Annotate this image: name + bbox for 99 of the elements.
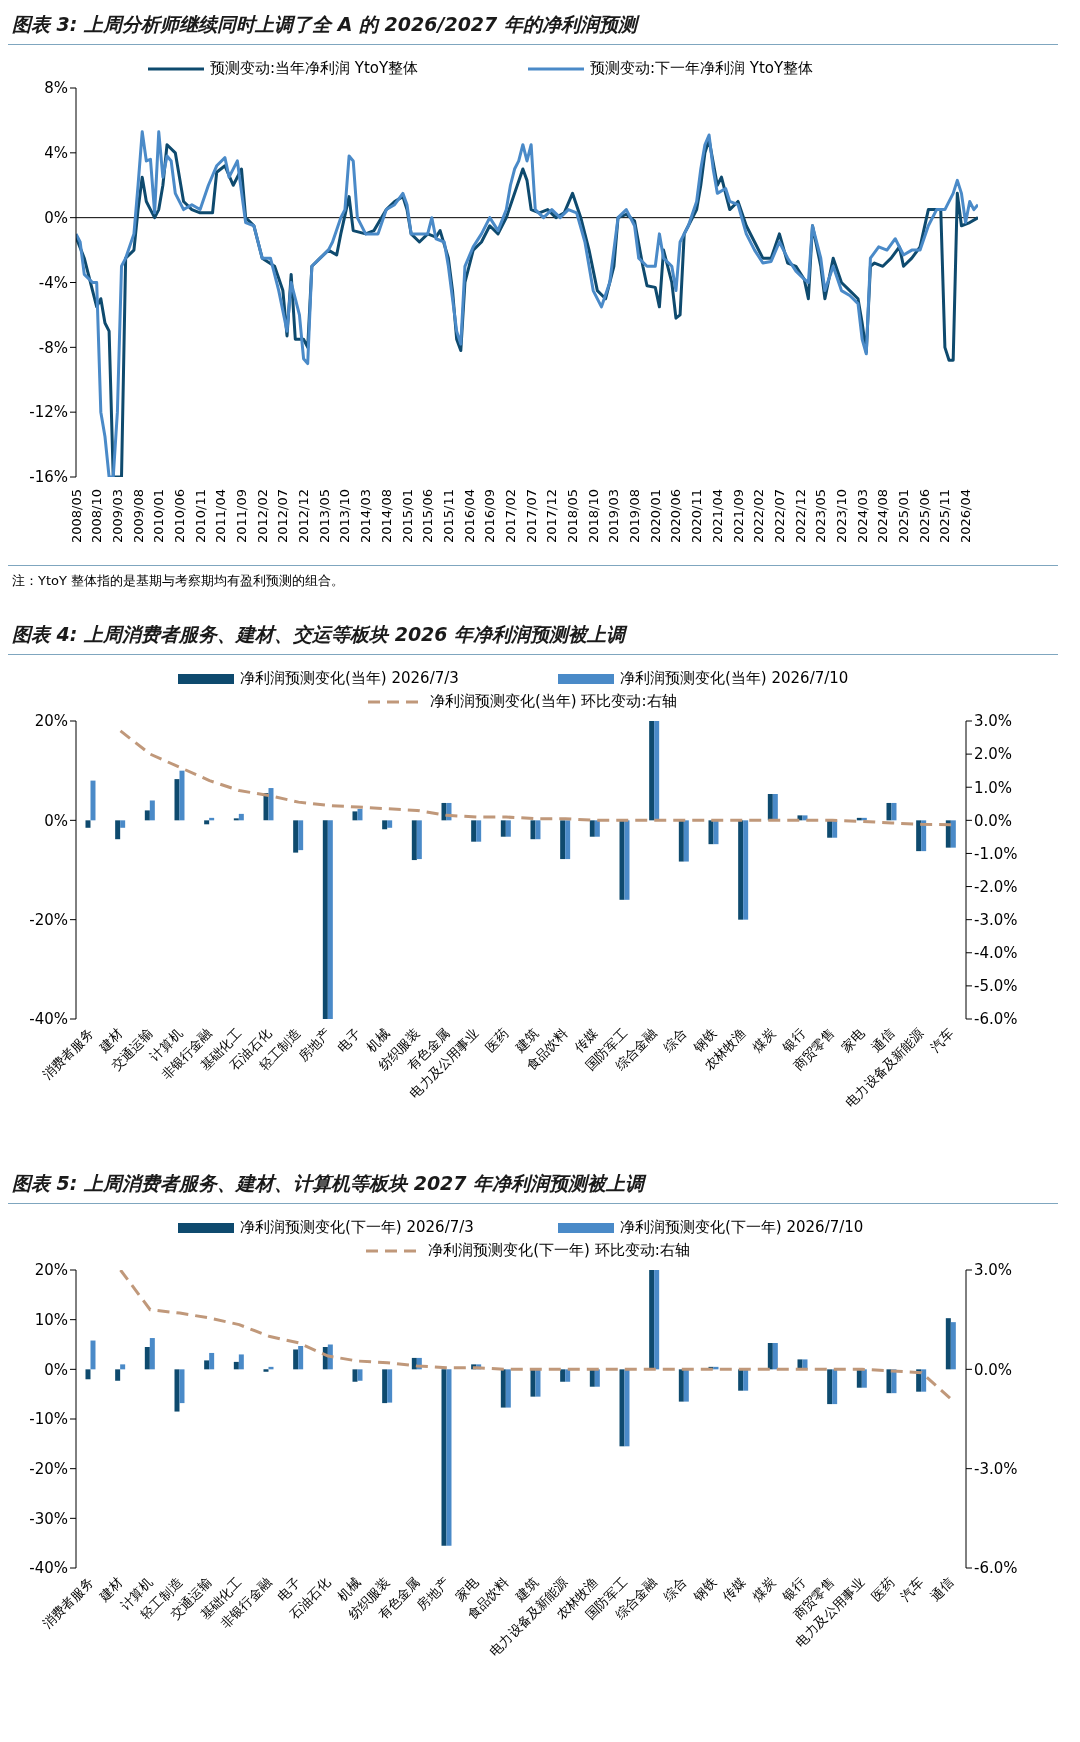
y-tick-label: -8% <box>38 338 68 357</box>
x-tick-label: 2013/10 <box>337 489 353 544</box>
x-tick-label: 2023/05 <box>813 489 829 544</box>
x-tick-label: 2025/01 <box>896 489 912 544</box>
y-tick-label: -12% <box>29 403 68 422</box>
x-tick-label: 汽车 <box>927 1025 957 1055</box>
x-tick-label: 2024/03 <box>854 489 870 544</box>
y2-tick-label: 1.0% <box>974 778 1013 797</box>
x-tick-label: 2015/11 <box>440 489 456 544</box>
x-tick-label: 2015/06 <box>420 489 436 544</box>
y2-tick-label: -1.0% <box>974 844 1018 863</box>
chart-title: 图表 3: 上周分析师继续同时上调了全 A 的 2026/2027 年的净利润预测 <box>8 8 1058 45</box>
y-tick-label: -10% <box>29 1410 68 1429</box>
x-tick-label: 2023/10 <box>833 489 849 544</box>
y-tick-label: -20% <box>29 910 68 929</box>
x-tick-label: 传媒 <box>719 1574 749 1604</box>
x-tick-label: 2015/01 <box>399 489 415 544</box>
y-tick-label: 10% <box>34 1310 68 1329</box>
x-tick-label: 2020/06 <box>668 489 684 544</box>
y-tick-label: 8% <box>44 79 68 98</box>
x-tick-label: 2016/09 <box>482 489 498 544</box>
x-tick-label: 2017/07 <box>523 489 539 544</box>
y2-tick-label: 0.0% <box>974 1360 1013 1379</box>
y2-tick-label: -6.0% <box>974 1010 1018 1029</box>
x-tick-label: 2025/06 <box>916 489 932 544</box>
x-tick-label: 2021/04 <box>709 489 725 544</box>
y-tick-label: -16% <box>29 468 68 487</box>
y-tick-label: -4% <box>38 273 68 292</box>
y-tick-label: -20% <box>29 1459 68 1478</box>
x-tick-label: 家电 <box>838 1025 868 1055</box>
x-tick-label: 2017/02 <box>502 489 518 544</box>
x-tick-label: 2017/12 <box>544 489 560 544</box>
x-tick-label: 2018/05 <box>565 489 581 544</box>
x-tick-label: 医药 <box>868 1574 898 1604</box>
y-tick-label: 0% <box>44 208 68 227</box>
y2-tick-label: 2.0% <box>974 745 1013 764</box>
legend-label: 净利润预测变化(下一年) 环比变动:右轴 <box>428 1241 690 1260</box>
x-tick-label: 2012/02 <box>254 489 270 544</box>
x-tick-label: 医药 <box>482 1025 512 1055</box>
x-tick-label: 2014/08 <box>378 489 394 544</box>
x-tick-label: 2010/06 <box>171 489 187 544</box>
x-tick-label: 2019/03 <box>606 489 622 544</box>
y-tick-label: 0% <box>44 1360 68 1379</box>
x-tick-label: 2009/08 <box>130 489 146 544</box>
x-tick-label: 电子 <box>334 1025 364 1055</box>
x-tick-label: 2014/03 <box>358 489 374 544</box>
x-tick-label: 2022/07 <box>771 489 787 544</box>
x-tick-label: 2020/11 <box>689 489 705 544</box>
x-tick-label: 2012/12 <box>296 489 312 544</box>
x-tick-label: 2009/03 <box>109 489 125 544</box>
x-tick-label: 2016/04 <box>461 489 477 544</box>
y2-tick-label: -3.0% <box>974 910 1018 929</box>
x-tick-label: 2013/05 <box>316 489 332 544</box>
x-tick-label: 2010/11 <box>192 489 208 544</box>
x-tick-label: 2008/05 <box>68 489 84 544</box>
x-tick-label: 汽车 <box>897 1574 927 1604</box>
x-tick-label: 2011/09 <box>234 489 249 544</box>
chart-title: 图表 4: 上周消费者服务、建材、交运等板块 2026 年净利润预测被上调 <box>8 618 1058 655</box>
y2-tick-label: -4.0% <box>974 944 1018 963</box>
y-tick-label: 4% <box>44 144 68 163</box>
x-tick-label: 2012/07 <box>275 489 291 544</box>
y2-tick-label: -6.0% <box>974 1559 1018 1578</box>
x-tick-label: 2022/12 <box>792 489 808 544</box>
x-tick-label: 2024/08 <box>875 489 891 544</box>
x-tick-label: 煤炭 <box>749 1574 779 1604</box>
y2-tick-label: -3.0% <box>974 1459 1018 1478</box>
x-tick-label: 综合 <box>660 1025 690 1055</box>
y-tick-label: 20% <box>34 1261 68 1280</box>
y2-tick-label: -5.0% <box>974 977 1018 996</box>
y2-tick-label: 0.0% <box>974 811 1013 830</box>
y2-tick-label: 3.0% <box>974 712 1013 731</box>
x-tick-label: 2020/01 <box>647 489 663 544</box>
y-tick-label: 0% <box>44 811 68 830</box>
x-tick-label: 2008/10 <box>89 489 105 544</box>
x-tick-label: 2026/04 <box>958 489 974 544</box>
legend-label: 预测变动:下一年净利润 YtoY整体 <box>590 59 814 78</box>
x-tick-label: 钢铁 <box>689 1574 720 1605</box>
y-tick-label: 20% <box>34 712 68 731</box>
text: 注：YtoY 整体指的是基期与考察期均有盈利预测的组合。 <box>8 565 1058 596</box>
x-tick-label: 2018/10 <box>585 489 601 544</box>
x-tick-label: 2021/09 <box>730 489 746 544</box>
x-tick-label: 2011/04 <box>213 489 229 544</box>
x-tick-label: 2010/01 <box>151 489 167 544</box>
legend-label: 净利润预测变化(当年) 2026/7/3 <box>240 669 459 688</box>
legend-label: 净利润预测变化(当年) 2026/7/10 <box>620 669 849 688</box>
chart-title: 图表 5: 上周消费者服务、建材、计算机等板块 2027 年净利润预测被上调 <box>8 1167 1058 1204</box>
x-tick-label: 2025/11 <box>937 489 953 544</box>
legend-label: 净利润预测变化(当年) 环比变动:右轴 <box>430 692 677 711</box>
y2-tick-label: -2.0% <box>974 877 1018 896</box>
y2-tick-label: 3.0% <box>974 1261 1013 1280</box>
y-tick-label: -30% <box>29 1509 68 1528</box>
x-tick-label: 煤炭 <box>749 1025 779 1055</box>
x-tick-label: 通信 <box>927 1574 957 1604</box>
x-tick-label: 2022/02 <box>751 489 767 544</box>
legend-label: 净利润预测变化(下一年) 2026/7/3 <box>240 1218 474 1237</box>
x-tick-label: 综合 <box>660 1574 690 1604</box>
legend-label: 预测变动:当年净利润 YtoY整体 <box>210 59 419 78</box>
legend-label: 净利润预测变化(下一年) 2026/7/10 <box>620 1218 864 1237</box>
x-tick-label: 2019/08 <box>627 489 643 544</box>
